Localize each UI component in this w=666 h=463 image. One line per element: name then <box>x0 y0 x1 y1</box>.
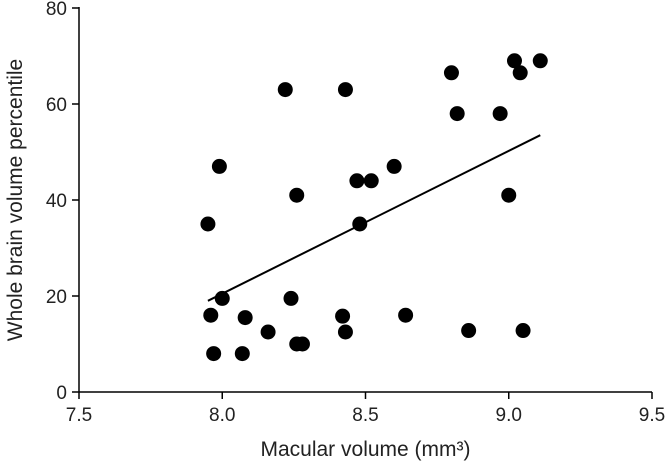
y-tick-label: 0 <box>56 383 67 404</box>
y-axis-title: Whole brain volume percentile <box>4 59 27 341</box>
x-tick-label: 9.5 <box>639 405 665 426</box>
data-point <box>260 324 276 340</box>
y-tick-label: 60 <box>46 95 67 116</box>
data-point <box>337 324 353 340</box>
trend-line <box>207 134 541 302</box>
data-point <box>289 187 305 203</box>
x-tick-label: 7.5 <box>66 405 92 426</box>
data-point <box>506 53 522 69</box>
axes <box>78 7 652 393</box>
data-point <box>283 290 299 306</box>
data-point <box>398 307 414 323</box>
data-point <box>335 308 351 324</box>
data-point <box>492 106 508 122</box>
data-point <box>515 323 531 339</box>
data-point <box>501 187 517 203</box>
data-point <box>363 173 379 189</box>
data-point <box>294 336 310 352</box>
y-tick-label: 20 <box>46 287 67 308</box>
data-point <box>512 65 528 81</box>
data-point <box>449 106 465 122</box>
data-point <box>532 53 548 69</box>
data-point <box>203 307 219 323</box>
data-point <box>352 216 368 232</box>
data-point <box>237 310 253 326</box>
ticks: 7.5 8.0 8.5 9.0 9.5 0 20 40 60 80 <box>46 0 665 426</box>
data-point <box>206 346 222 362</box>
data-point <box>443 65 459 81</box>
x-tick-label: 9.0 <box>496 405 522 426</box>
data-point <box>461 323 477 339</box>
x-tick-label: 8.0 <box>209 405 235 426</box>
y-tick-label: 80 <box>46 0 67 20</box>
data-point <box>277 82 293 98</box>
plot-area <box>200 53 548 362</box>
x-axis-title: Macular volume (mm³) <box>260 438 470 461</box>
y-tick-label: 40 <box>46 191 67 212</box>
x-tick-label: 8.5 <box>352 405 378 426</box>
data-point <box>214 290 230 306</box>
data-point <box>200 216 216 232</box>
data-point <box>337 82 353 98</box>
data-point <box>234 346 250 362</box>
data-point <box>211 158 227 174</box>
data-point <box>386 158 402 174</box>
data-point <box>349 173 365 189</box>
